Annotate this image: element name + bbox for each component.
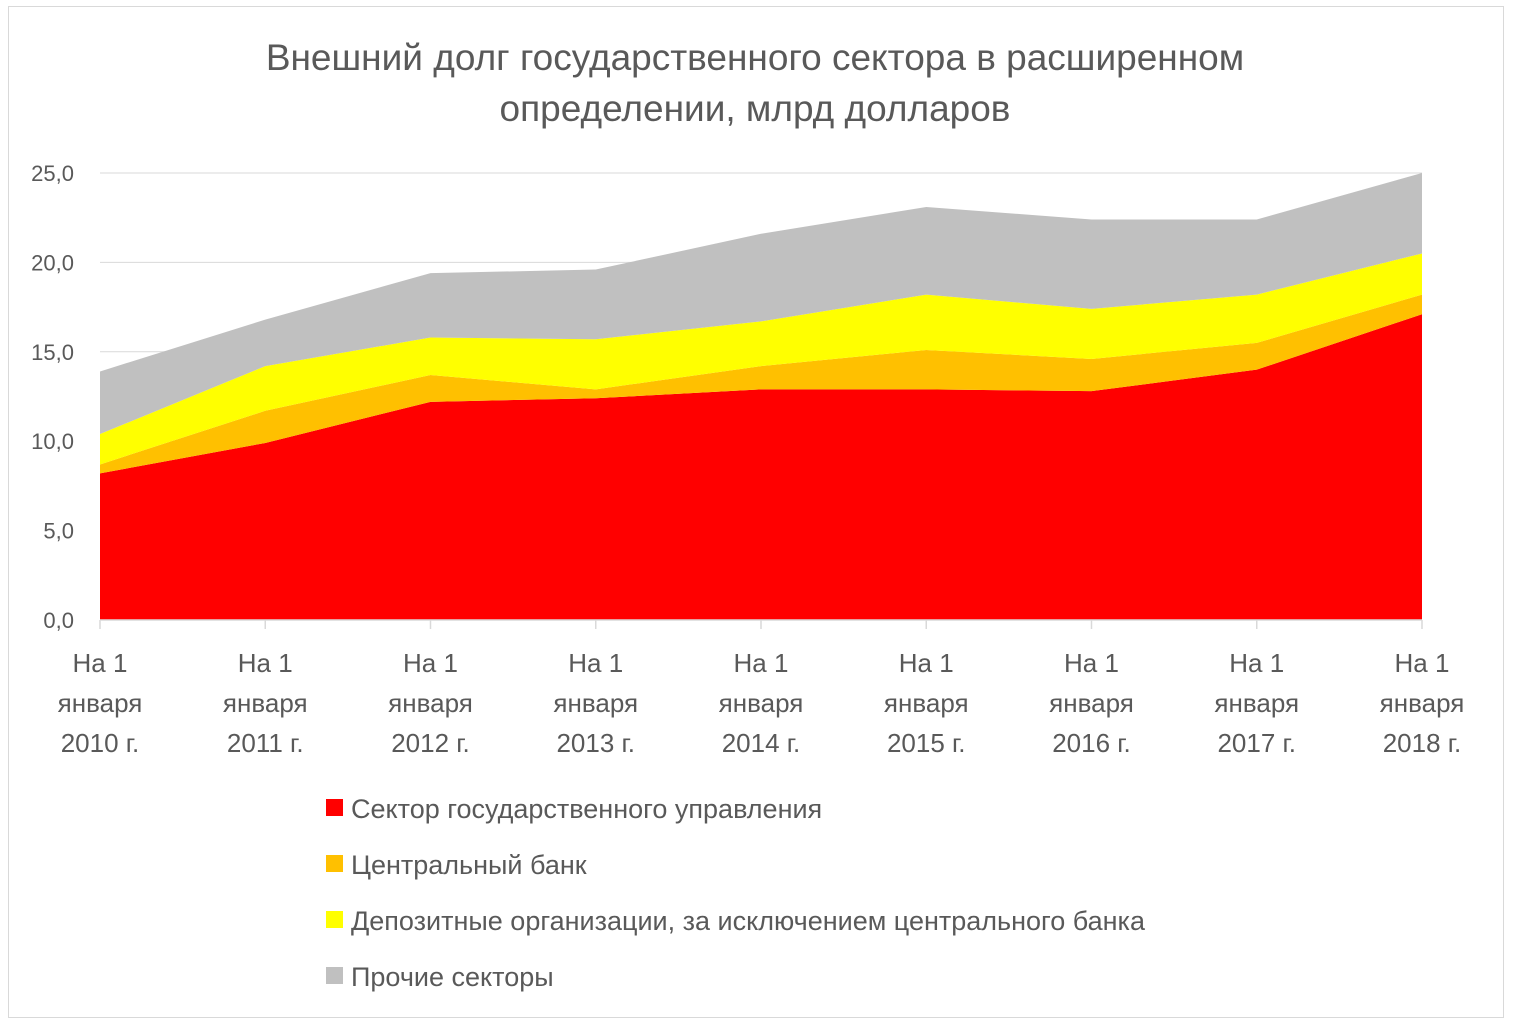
area-series-4: [100, 173, 1422, 435]
legend-swatch: [326, 911, 343, 928]
area-series-1: [100, 314, 1422, 620]
x-tick-label: На 1 января 2017 г.: [1214, 648, 1299, 758]
plot-areas: [100, 173, 1422, 620]
legend-label: Центральный банк: [351, 850, 587, 880]
y-tick-label: 0,0: [43, 608, 74, 633]
y-tick-label: 25,0: [31, 161, 74, 186]
area-series-3: [100, 253, 1422, 465]
legend-label: Сектор государственного управления: [351, 794, 822, 824]
x-tick-label: На 1 января 2012 г.: [388, 648, 473, 758]
x-tick-label: На 1 января 2016 г.: [1049, 648, 1134, 758]
legend: Сектор государственного управления Центра…: [326, 794, 1146, 992]
legend-swatch: [326, 967, 343, 984]
x-axis: [99, 619, 1423, 629]
y-axis: 0,0 5,0 10,0 15,0 20,0 25,0: [31, 161, 74, 633]
x-tick-label: На 1 января 2011 г.: [223, 648, 308, 758]
y-tick-label: 20,0: [31, 250, 74, 275]
legend-label: Депозитные организации, за исключением ц…: [351, 906, 1146, 936]
x-tick-labels: На 1 января 2010 г. На 1 января 2011 г. На 1 ян…: [58, 648, 1465, 758]
x-tick-label: На 1 января 2015 г.: [884, 648, 969, 758]
legend-label: Прочие секторы: [351, 962, 554, 992]
x-tick-label: На 1 января 2018 г.: [1380, 648, 1465, 758]
y-tick-label: 5,0: [43, 519, 74, 544]
chart-title-line-2: определении, млрд долларов: [500, 88, 1011, 129]
chart-title-line-1: Внешний долг государственного сектора в …: [266, 37, 1244, 78]
area-series-2: [100, 294, 1422, 474]
y-tick-label: 15,0: [31, 340, 74, 365]
x-tick-label: На 1 января 2014 г.: [719, 648, 804, 758]
y-tick-label: 10,0: [31, 429, 74, 454]
legend-swatch: [326, 855, 343, 872]
x-tick-label: На 1 января 2010 г.: [58, 648, 143, 758]
chart-title: Внешний долг государственного сектора в …: [266, 37, 1244, 129]
x-tick-label: На 1 января 2013 г.: [553, 648, 638, 758]
legend-swatch: [326, 799, 343, 816]
